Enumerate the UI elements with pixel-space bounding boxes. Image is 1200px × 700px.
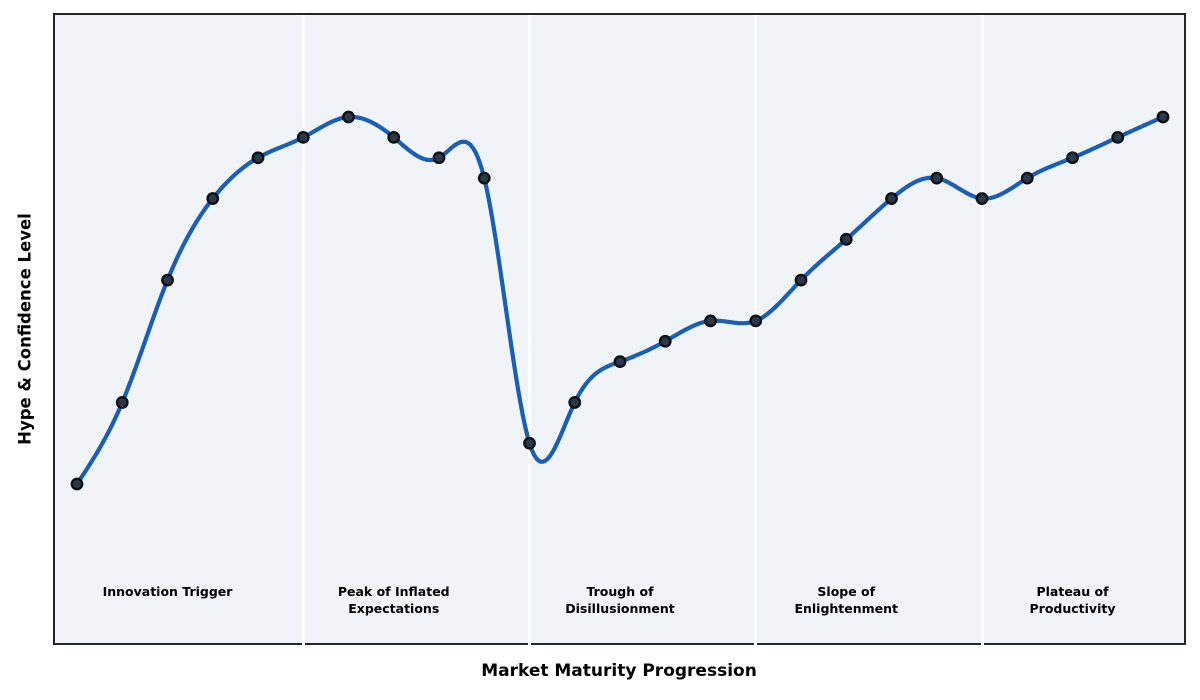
x-axis-label: Market Maturity Progression xyxy=(481,661,757,681)
data-point-marker xyxy=(161,273,174,287)
data-point-marker xyxy=(885,192,898,205)
phase-separator-line xyxy=(301,15,305,645)
data-point-marker xyxy=(749,314,763,328)
data-point-marker xyxy=(658,334,672,348)
data-point-marker xyxy=(794,273,808,287)
data-point-marker xyxy=(1020,171,1034,185)
data-point-marker xyxy=(432,151,446,165)
hype-curve-svg xyxy=(70,110,1170,491)
y-axis-label: Hype & Confidence Level xyxy=(15,213,35,445)
data-point-marker xyxy=(70,477,84,491)
phase-separator-line xyxy=(980,15,984,645)
data-point-marker xyxy=(115,396,129,409)
data-point-marker xyxy=(1156,110,1170,124)
data-point-marker xyxy=(613,355,627,369)
data-point-marker xyxy=(568,396,582,409)
phase-label-trough-of-disillusionment: Trough of Disillusionment xyxy=(565,584,675,616)
data-point-marker xyxy=(251,151,265,165)
phase-label-peak-of-inflated-expectations: Peak of Inflated Expectations xyxy=(337,584,450,616)
phase-label-slope-of-enlightenment: Slope of Enlightenment xyxy=(794,584,899,616)
data-point-marker xyxy=(342,110,355,124)
data-point-marker xyxy=(1066,151,1079,165)
data-point-marker xyxy=(206,192,220,205)
data-point-marker xyxy=(975,192,989,205)
data-point-marker xyxy=(1111,130,1125,144)
phase-separator-line xyxy=(528,15,531,645)
data-point-marker xyxy=(704,314,717,328)
data-point-marker xyxy=(296,130,310,144)
data-point-marker xyxy=(387,130,401,144)
data-point-marker xyxy=(930,171,944,185)
data-point-marker xyxy=(839,232,853,246)
plot-area: Innovation Trigger Peak of Inflated Expe… xyxy=(53,13,1186,645)
hype-curve xyxy=(74,114,1166,487)
phase-label-plateau-of-productivity: Plateau of Productivity xyxy=(1029,584,1116,616)
data-point-marker xyxy=(477,171,491,185)
data-point-marker xyxy=(523,436,536,450)
phase-separator-line xyxy=(754,15,758,645)
phase-label-innovation-trigger: Innovation Trigger xyxy=(102,584,233,599)
